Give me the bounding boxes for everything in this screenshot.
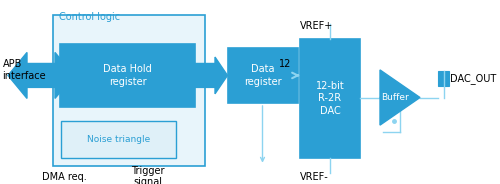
Polygon shape — [380, 70, 420, 125]
Text: Trigger
signal: Trigger signal — [131, 166, 164, 184]
Text: 12: 12 — [279, 59, 291, 69]
Text: Buffer: Buffer — [381, 93, 409, 102]
FancyBboxPatch shape — [60, 44, 195, 107]
Polygon shape — [8, 52, 74, 98]
Text: Data
register: Data register — [244, 64, 282, 87]
FancyBboxPatch shape — [438, 71, 449, 86]
FancyBboxPatch shape — [61, 121, 176, 158]
Text: 12-bit
R-2R
DAC: 12-bit R-2R DAC — [316, 81, 344, 116]
Text: Control logic: Control logic — [59, 12, 120, 22]
FancyBboxPatch shape — [228, 48, 298, 103]
Text: DMA req.: DMA req. — [42, 172, 88, 182]
FancyBboxPatch shape — [52, 15, 205, 166]
FancyArrow shape — [195, 57, 228, 94]
Text: DAC_OUT: DAC_OUT — [450, 73, 496, 84]
Text: VREF-: VREF- — [300, 172, 329, 182]
Text: APB
interface: APB interface — [2, 59, 46, 81]
Text: Noise triangle: Noise triangle — [87, 135, 150, 144]
FancyBboxPatch shape — [300, 39, 360, 158]
Text: Data Hold
register: Data Hold register — [103, 64, 152, 87]
Text: VREF+: VREF+ — [300, 21, 333, 31]
